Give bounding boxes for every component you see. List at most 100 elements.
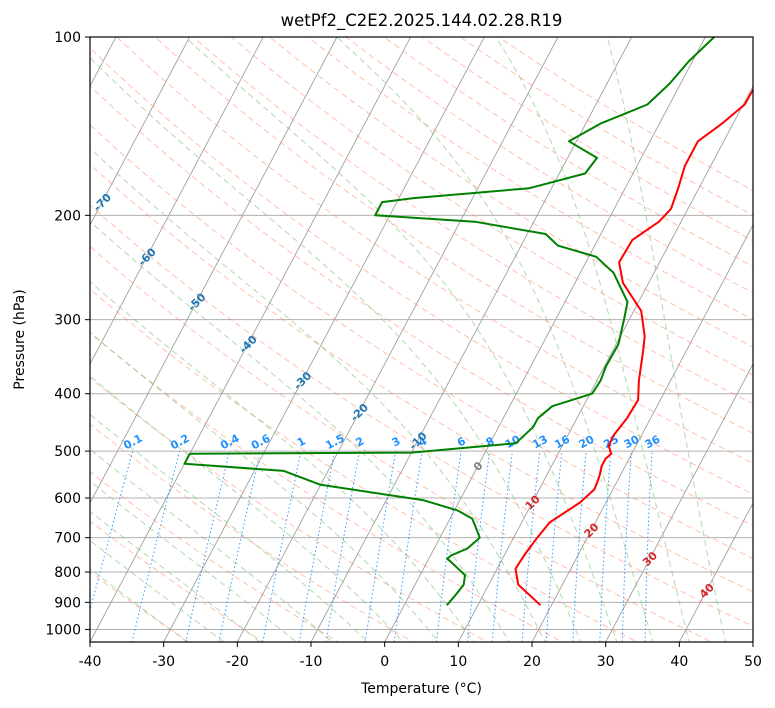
moist-adiabat-line [90, 448, 333, 642]
isotherm-label: -60 [136, 245, 159, 268]
moist-adiabat-line [90, 220, 510, 642]
mixing-ratio-label: 0.6 [249, 432, 273, 453]
mixing-ratio-label: 20 [577, 433, 597, 452]
moist-adiabat-line [494, 37, 690, 642]
y-tick-label: 1000 [45, 622, 81, 638]
x-tick-label: -30 [152, 654, 175, 670]
mixing-ratio-label: 16 [552, 433, 572, 452]
isotherm-label: -30 [291, 369, 314, 392]
moist-adiabat-line [336, 37, 654, 642]
isotherm-line [90, 37, 264, 365]
isotherm-label: -50 [185, 290, 208, 313]
isotherm-label: -20 [348, 401, 371, 424]
mixing-ratio-label: 30 [622, 433, 642, 452]
mixing-ratio-label: 3 [390, 434, 403, 449]
moist-adiabat-line [90, 413, 369, 642]
y-tick-label: 100 [54, 30, 81, 46]
y-tick-label: 200 [54, 208, 81, 224]
plot-frame [89, 36, 754, 643]
x-axis-title: Temperature (°C) [360, 681, 482, 697]
mixing-ratio-label: 0.1 [121, 432, 144, 453]
y-tick-label: 900 [54, 595, 81, 611]
isotherm-line [90, 37, 412, 642]
isotherm-line [236, 37, 559, 642]
isotherm-label: -70 [91, 191, 114, 214]
isotherm-line [90, 37, 338, 504]
mixing-ratio-label: 2 [353, 434, 366, 449]
moist-adiabat-line [90, 331, 440, 642]
moist-adiabat-line [90, 568, 189, 642]
mixing-ratio-line [90, 450, 134, 613]
mixing-ratio-line [621, 451, 632, 642]
moist-adiabat-line [606, 37, 727, 642]
dry-adiabat-line [90, 47, 753, 495]
mixing-ratio-line [521, 451, 541, 642]
dry-adiabat-line [90, 245, 713, 642]
mixing-ratio-label: 13 [530, 433, 550, 452]
moist-adiabat-line [90, 539, 225, 642]
mixing-ratio-line [262, 450, 302, 642]
x-tick-label: 10 [449, 654, 467, 670]
dry-adiabat-line [90, 423, 414, 642]
x-tick-label: -20 [226, 654, 249, 670]
dry-adiabat-line [90, 377, 489, 642]
dry-adiabat-line [154, 37, 753, 434]
x-tick-label: -10 [300, 654, 323, 670]
dry-adiabat-line [90, 124, 753, 559]
isotherm-label: 0 [471, 459, 486, 474]
dry-adiabat-line [306, 37, 753, 321]
mixing-ratio-line [545, 451, 563, 642]
mixing-ratio-line [325, 451, 360, 642]
isotherm-label: -90 [0, 93, 19, 116]
isotherm-line [310, 37, 633, 642]
dry-adiabat-line [90, 471, 340, 642]
isotherm-label: 30 [640, 549, 660, 569]
y-tick-label: 700 [54, 531, 81, 547]
background-lines [0, 10, 753, 654]
moist-adiabat-line [90, 480, 298, 642]
dry-adiabat-line [192, 37, 753, 405]
moist-adiabat-line [90, 375, 404, 642]
moist-adiabat-line [184, 37, 618, 642]
isotherm-label: -80 [45, 138, 68, 161]
mixing-ratio-label: 8 [484, 434, 497, 449]
mixing-ratio-label: 36 [643, 433, 663, 452]
mixing-ratio-line [298, 451, 336, 642]
mixing-ratio-line [364, 451, 397, 642]
mixing-ratio-line [466, 451, 491, 642]
dry-adiabat-line [497, 37, 753, 192]
moist-adiabat-line [90, 147, 546, 642]
mixing-ratio-line [393, 451, 423, 642]
x-tick-label: -40 [79, 654, 102, 670]
x-tick-label: 0 [380, 654, 389, 670]
mixing-ratio-line [218, 450, 261, 642]
isotherm-line [605, 363, 753, 642]
x-tick-label: 40 [670, 654, 688, 670]
chart-title: wetPf2_C2E2.2025.144.02.28.R19 [281, 11, 563, 31]
x-tick-label: 30 [597, 654, 615, 670]
mixing-ratio-line [572, 451, 587, 642]
isotherm-line [384, 37, 706, 642]
isotherm-label: 40 [697, 581, 717, 601]
y-tick-label: 600 [54, 491, 81, 507]
mixing-ratio-label: 1 [295, 434, 308, 449]
mixing-ratio-line [435, 451, 462, 642]
isotherm-line [678, 502, 753, 642]
isotherm-line [0, 10, 57, 654]
dry-adiabat-line [230, 37, 753, 376]
x-tick-label: 50 [744, 654, 762, 670]
isotherm-label: -10 [406, 429, 429, 452]
y-tick-label: 400 [54, 387, 81, 403]
mixing-ratio-line [644, 451, 653, 642]
mixing-ratio-line [599, 451, 612, 642]
mixing-ratio-line [185, 450, 230, 642]
dry-adiabat-line [268, 37, 753, 348]
dry-adiabat-line [90, 571, 190, 642]
y-tick-label: 300 [54, 313, 81, 329]
dry-adiabat-line [90, 85, 753, 527]
dry-adiabat-line [90, 332, 564, 642]
moist-adiabat-line [90, 510, 262, 642]
temperature-series-line [514, 87, 753, 606]
x-axis: -40 -30 -20 -10 0 10 20 30 40 50 [79, 642, 762, 670]
mixing-ratio-label: 10 [503, 433, 523, 452]
